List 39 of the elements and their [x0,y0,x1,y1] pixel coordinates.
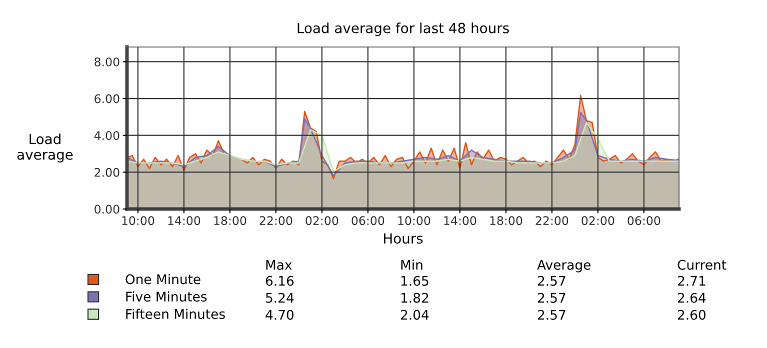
text: 2.57 [538,276,566,286]
chart-title: Load average for last 48 hours [298,22,509,36]
x-tick-label: 10:00 [122,216,154,226]
x-tick-label: 02:00 [582,216,614,226]
text: 1.65 [401,276,428,286]
x-tick-label: 18:00 [214,216,246,226]
legend-label: Five Minutes [126,291,207,302]
x-tick-label: 18:00 [490,216,522,226]
x-tick-label: 22:00 [260,216,292,226]
x-tick-label: 14:00 [168,216,200,226]
y-tick-label: 0.00 [94,204,120,214]
text: 2.60 [678,310,706,320]
text: 5.24 [266,292,294,303]
y-tick-label: 4.00 [94,131,120,140]
y-tick-label: 2.00 [94,168,120,177]
x-tick-label: 02:00 [306,216,338,226]
text: 4.70 [266,310,294,320]
x-tick-label: 06:00 [628,216,660,226]
y-tick-label: 8.00 [94,57,120,66]
legend-label: One Minute [126,274,200,284]
text: Average [537,260,590,272]
text: 2.71 [678,276,706,286]
legend-label: Fifteen Minutes [126,308,225,319]
x-axis-title: Hours [384,233,423,244]
text: Max [266,260,292,270]
text: Current [678,260,726,270]
text: 6.16 [266,276,294,286]
x-tick-label: 10:00 [398,216,430,226]
y-axis-title: Load average [17,134,73,162]
text: 2.57 [538,292,566,303]
text: 2.04 [400,310,429,320]
text: 1.82 [401,292,428,303]
x-tick-label: 14:00 [444,216,476,226]
text: 2.64 [678,292,706,303]
x-tick-label: 22:00 [536,216,568,226]
y-tick-label: 6.00 [94,94,120,104]
text: 2.57 [538,310,566,320]
text: Min [401,260,422,270]
x-tick-label: 06:00 [352,216,384,226]
